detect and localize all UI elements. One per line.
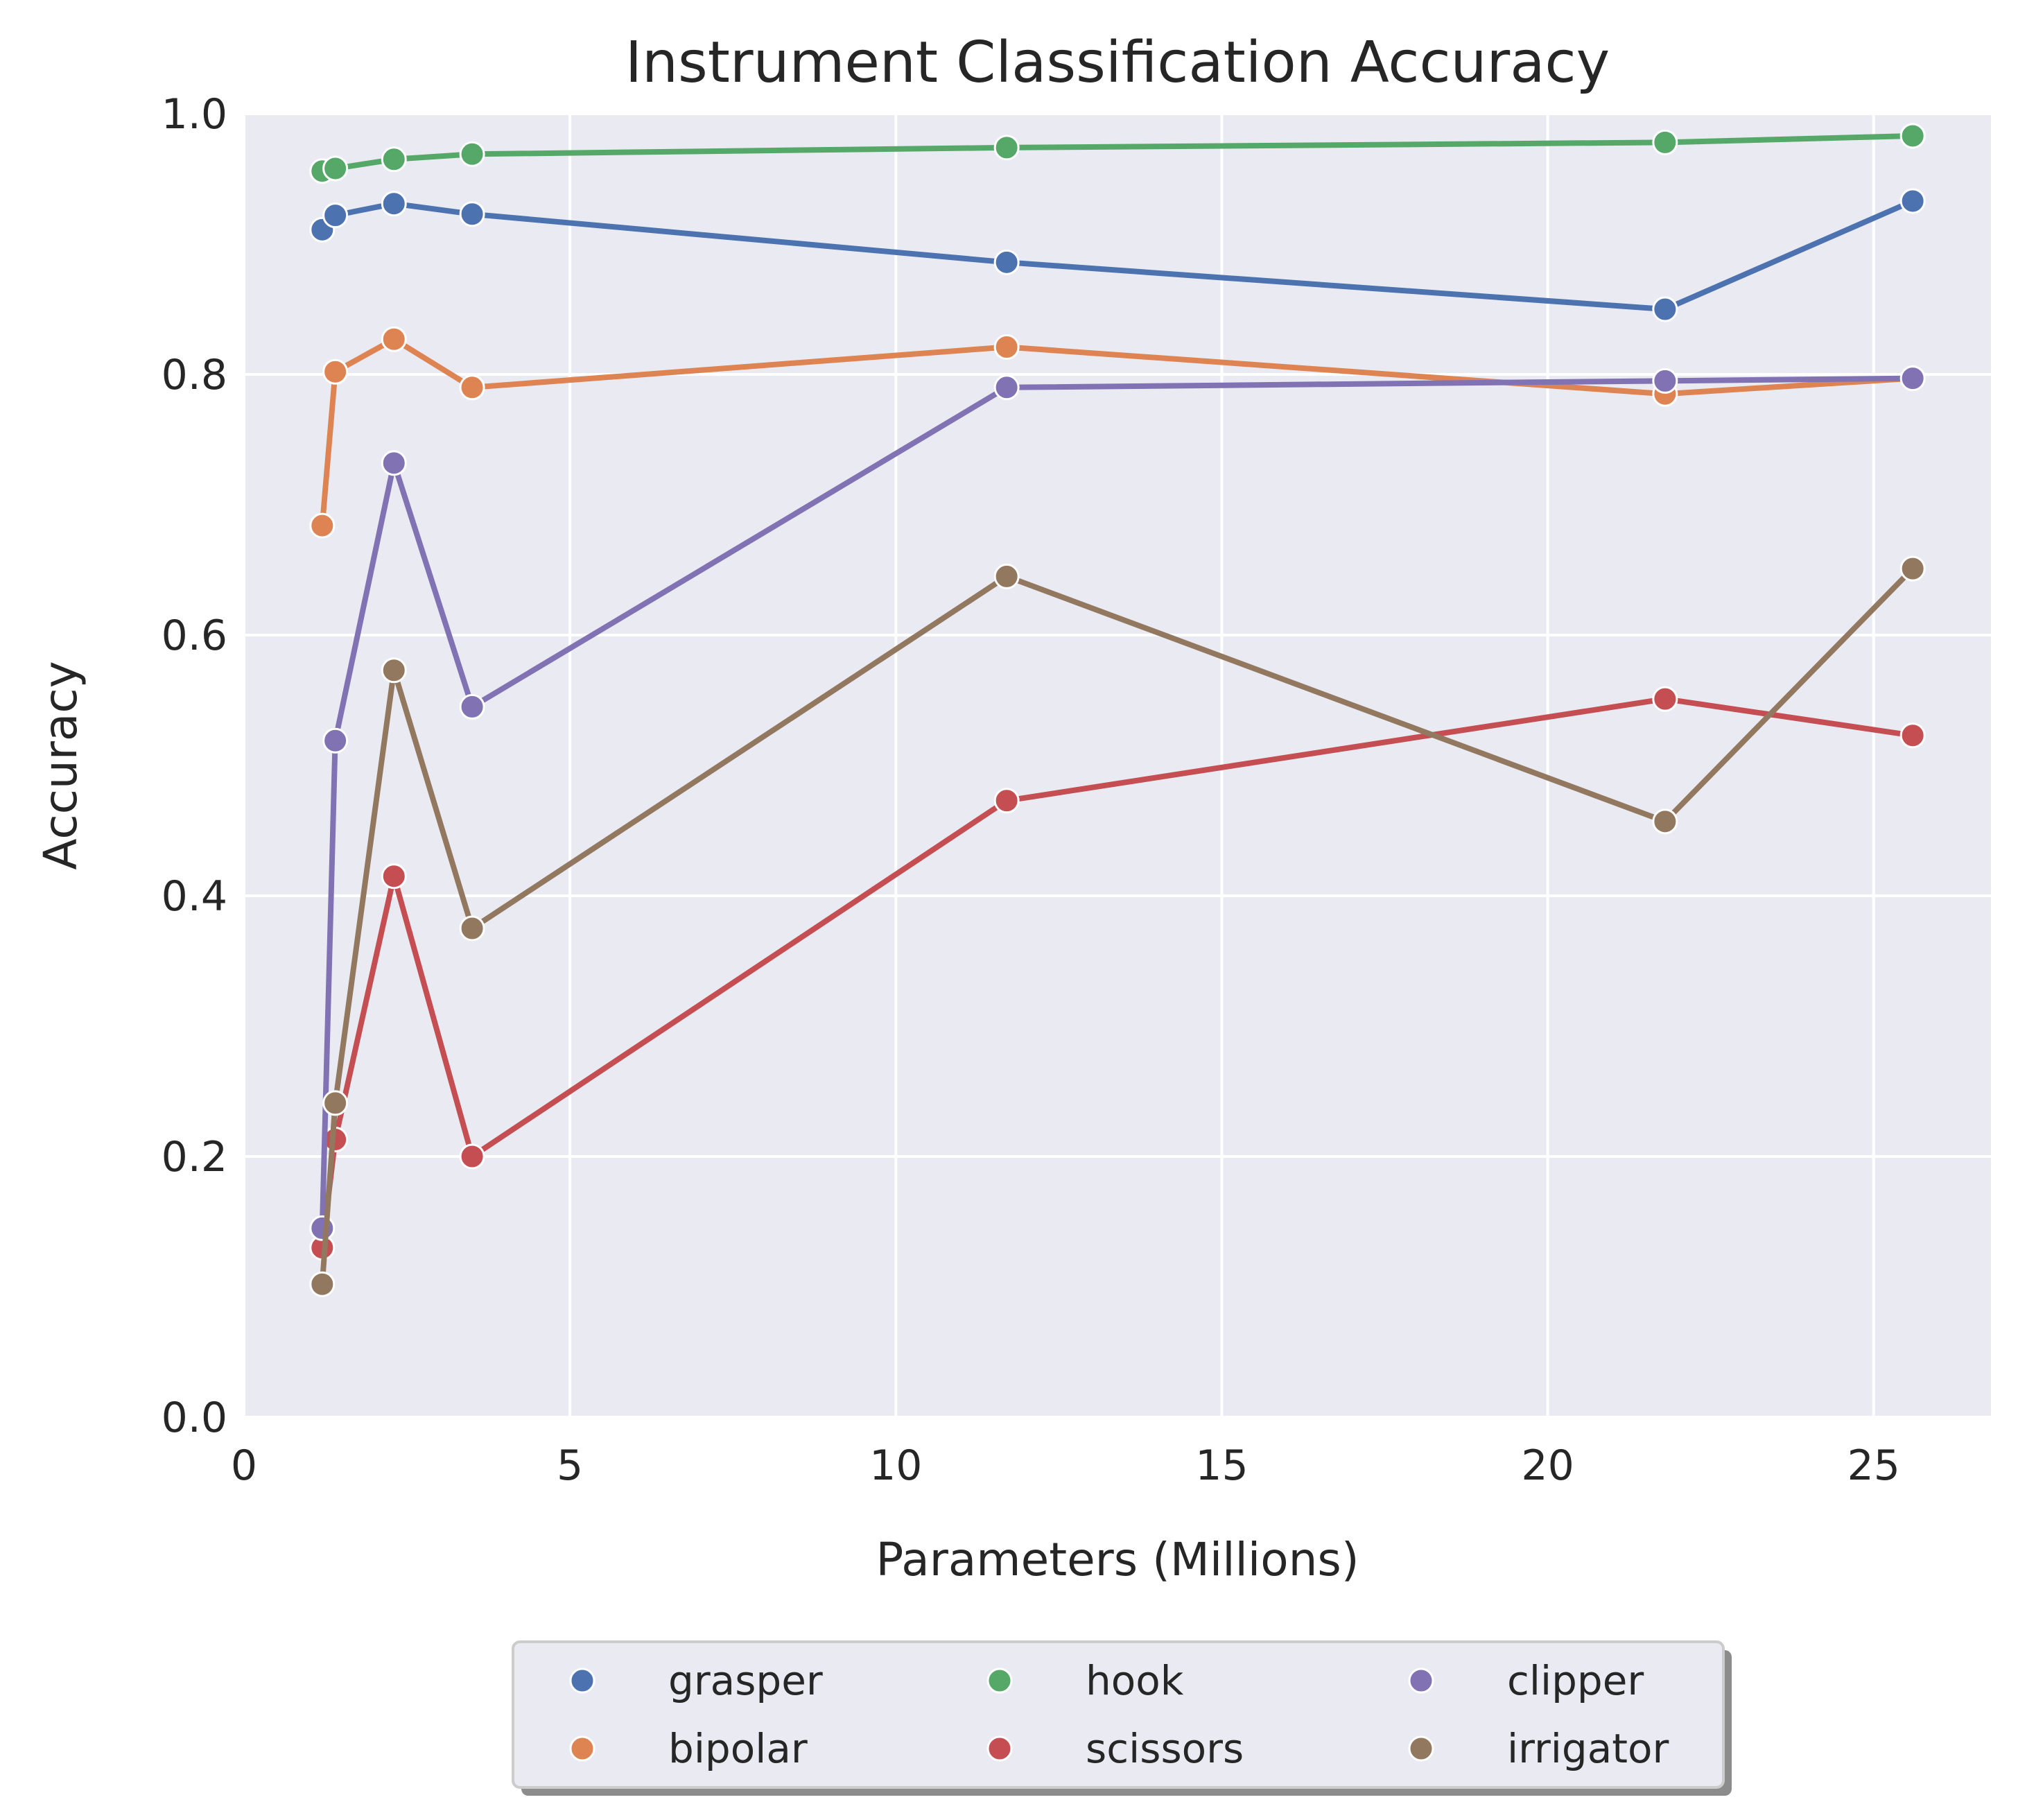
data-point [381,657,407,684]
legend-marker [569,1735,595,1762]
data-point [1899,722,1926,749]
legend-item-scissors: scissors [986,1725,1244,1772]
x-axis-title: Parameters (Millions) [876,1533,1359,1586]
data-point [1652,808,1678,835]
x-tick-label: 0 [231,1441,257,1490]
legend-marker [1408,1667,1434,1694]
chart-title: Instrument Classification Accuracy [625,30,1610,96]
legend-label: scissors [1086,1725,1244,1772]
legend-marker [1408,1735,1434,1762]
y-tick-label: 1.0 [162,90,227,139]
y-tick-label: 0.6 [162,612,227,660]
data-point [459,374,485,401]
data-point [993,563,1020,589]
y-tick-label: 0.0 [162,1394,227,1442]
legend-item-bipolar: bipolar [569,1725,808,1772]
data-point [309,1271,336,1297]
data-point [1899,123,1926,149]
data-point [322,202,349,229]
series-layer [309,123,1926,1297]
y-tick-label: 0.8 [162,351,227,399]
x-tick-label: 20 [1521,1441,1574,1490]
plot-area [244,114,1991,1417]
data-point [381,146,407,173]
y-tick-label: 0.4 [162,872,227,921]
data-point [1899,188,1926,214]
x-tick-label: 5 [557,1441,583,1490]
data-point [1652,296,1678,322]
data-point [459,141,485,167]
tick-labels: 0 5 10 15 20 25 0.0 0.2 0.4 0.6 0.8 1.0 [162,90,1900,1490]
x-tick-label: 25 [1847,1441,1900,1490]
data-point [1652,686,1678,712]
data-point [993,374,1020,401]
y-axis-title: Accuracy [34,661,87,869]
legend-item-hook: hook [986,1657,1184,1704]
legend-marker [986,1667,1013,1694]
data-point [459,201,485,227]
data-point [459,915,485,942]
data-point [993,135,1020,161]
legend-label: clipper [1507,1657,1644,1704]
data-point [381,326,407,352]
series-grasper [309,188,1926,322]
series-hook [309,123,1926,184]
data-point [322,727,349,754]
data-point [993,334,1020,361]
data-point [1899,365,1926,392]
x-tick-label: 15 [1195,1441,1248,1490]
legend-item-grasper: grasper [569,1657,823,1704]
data-point [459,1143,485,1170]
x-tick-label: 10 [869,1441,922,1490]
y-tick-label: 0.2 [162,1133,227,1181]
data-point [309,1215,336,1241]
series-clipper [309,365,1926,1241]
data-point [322,1090,349,1116]
legend-items: grasper bipolar hook scissors clipper irrigat… [569,1657,1669,1772]
legend-label: irrigator [1507,1725,1669,1772]
legend-marker [986,1735,1013,1762]
data-point [1899,555,1926,582]
series-irrigator [309,555,1926,1297]
legend-marker [569,1667,595,1694]
data-point [993,788,1020,814]
data-point [322,155,349,182]
data-point [993,249,1020,275]
legend-label: bipolar [668,1725,808,1772]
data-point [381,191,407,217]
legend-item-irrigator: irrigator [1408,1725,1669,1772]
data-point [459,693,485,720]
data-point [309,512,336,539]
legend-label: grasper [668,1657,823,1704]
legend-label: hook [1086,1657,1184,1704]
data-point [1652,367,1678,394]
data-point [381,450,407,476]
grid [243,112,1991,1419]
data-point [1652,129,1678,155]
legend: grasper bipolar hook scissors clipper irrigat… [512,1640,1732,1796]
data-point [322,358,349,385]
data-point [381,863,407,890]
legend-item-clipper: clipper [1408,1657,1644,1704]
